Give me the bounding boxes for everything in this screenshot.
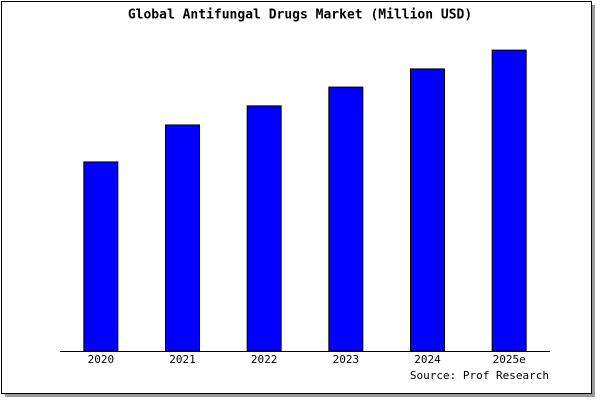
x-tick-label: 2020 xyxy=(88,353,115,366)
bar xyxy=(410,68,445,352)
bar xyxy=(491,49,527,352)
bar xyxy=(328,86,364,352)
source-note: Source: Prof Research xyxy=(410,369,549,382)
x-tick-label: 2025e xyxy=(493,353,526,366)
x-tick-label: 2023 xyxy=(333,353,360,366)
x-tick-label: 2022 xyxy=(251,353,278,366)
x-tick-label: 2024 xyxy=(414,353,441,366)
chart-title: Global Antifungal Drugs Market (Million … xyxy=(128,8,472,23)
x-tick-label: 2021 xyxy=(169,353,196,366)
bar xyxy=(165,124,200,352)
bar xyxy=(83,161,119,352)
plot-area xyxy=(60,48,550,351)
bar xyxy=(246,105,282,352)
